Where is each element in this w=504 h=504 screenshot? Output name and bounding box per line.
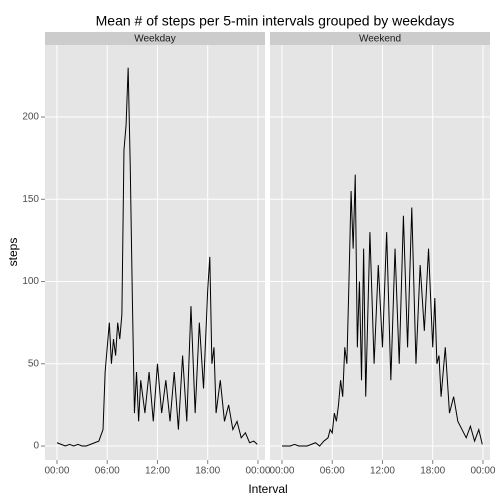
y-tick-label: 100 xyxy=(22,276,39,287)
y-tick-label: 200 xyxy=(22,112,39,123)
data-line xyxy=(56,67,258,447)
x-tick-label: 00:00 xyxy=(470,466,495,477)
x-tick-label: 06:00 xyxy=(95,466,120,477)
y-axis-label: steps xyxy=(6,238,20,267)
x-tick-label: 00:00 xyxy=(44,466,69,477)
strip xyxy=(45,32,265,45)
strip-label: Weekday xyxy=(134,34,176,45)
y-tick-label: 50 xyxy=(28,358,40,369)
x-tick-label: 18:00 xyxy=(195,466,220,477)
x-tick-label: 00:00 xyxy=(269,466,294,477)
x-tick-label: 18:00 xyxy=(420,466,445,477)
y-tick-label: 0 xyxy=(33,441,39,452)
data-line xyxy=(281,174,483,447)
strip-label: Weekend xyxy=(359,34,401,45)
strip xyxy=(270,32,490,45)
x-tick-label: 06:00 xyxy=(320,466,345,477)
x-tick-label: 12:00 xyxy=(145,466,170,477)
x-tick-label: 12:00 xyxy=(370,466,395,477)
panel-background xyxy=(270,45,490,460)
x-axis-label: Interval xyxy=(248,482,287,496)
y-tick-label: 150 xyxy=(22,194,39,205)
x-tick-label: 00:00 xyxy=(245,466,270,477)
chart-title: Mean # of steps per 5-min intervals grou… xyxy=(96,13,455,29)
